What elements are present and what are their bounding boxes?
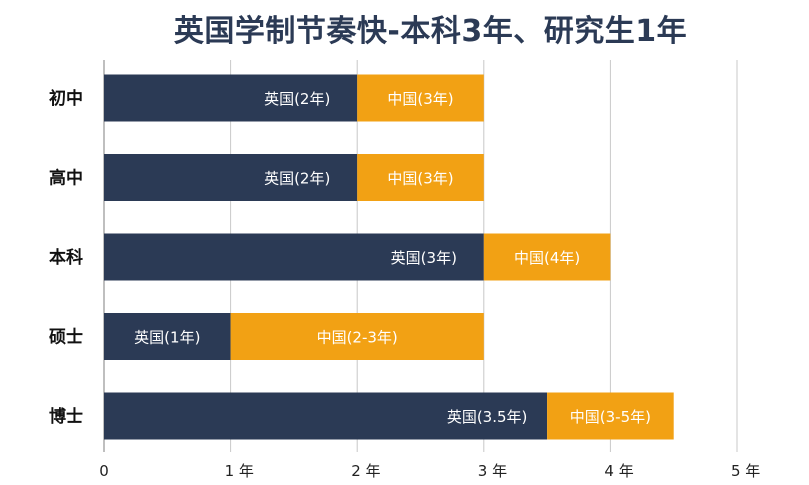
x-tick-label: 4 年 <box>604 462 633 480</box>
x-tick-label: 5 年 <box>731 462 760 480</box>
category-label: 硕士 <box>49 327 83 348</box>
bar-china <box>230 313 484 360</box>
x-tick-label: 2 年 <box>351 462 380 480</box>
bar-china <box>483 233 611 281</box>
bar-china <box>547 392 674 440</box>
category-label: 本科 <box>49 247 83 268</box>
bar-label: 中国(3-5年) <box>570 408 651 426</box>
bar-uk <box>104 392 548 440</box>
bar-label: 英国(3年) <box>391 249 457 267</box>
category-label: 高中 <box>49 168 83 189</box>
bar-label: 英国(3.5年) <box>447 408 528 426</box>
category-label: 初中 <box>49 88 83 109</box>
bar-label: 英国(1年) <box>134 329 200 347</box>
category-label: 博士 <box>49 406 83 427</box>
x-tick-label: 1 年 <box>225 462 254 480</box>
bar-uk <box>104 154 358 201</box>
x-tick-label: 3 年 <box>478 462 507 480</box>
bar-uk <box>104 233 484 281</box>
bar-label: 英国(2年) <box>264 170 330 188</box>
bar-china <box>357 154 484 201</box>
bar-label: 中国(3年) <box>387 170 453 188</box>
bar-label: 英国(2年) <box>264 90 330 108</box>
bar-china <box>357 74 484 122</box>
bar-label: 中国(3年) <box>387 90 453 108</box>
bar-uk <box>104 74 358 122</box>
chart-title: 英国学制节奏快-本科3年、研究生1年 <box>173 14 688 49</box>
bar-label: 中国(2-3年) <box>317 329 398 347</box>
bar-label: 中国(4年) <box>514 249 580 267</box>
x-tick-label: 0 <box>99 462 109 480</box>
bar-uk <box>104 313 231 360</box>
